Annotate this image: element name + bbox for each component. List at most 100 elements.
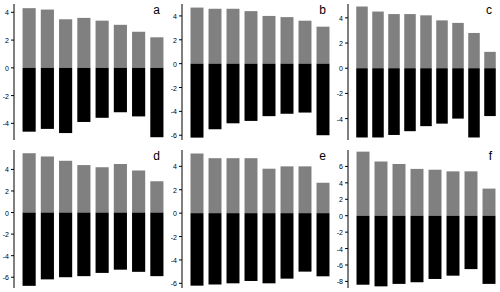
- y-tick-label: -2: [337, 229, 343, 236]
- y-tick: [179, 15, 182, 16]
- y-tick-label: 2: [173, 37, 177, 44]
- bar: [465, 171, 478, 215]
- y-tick: [179, 63, 182, 64]
- y-tick: [179, 39, 182, 40]
- bar: [411, 169, 424, 216]
- bar: [388, 68, 400, 135]
- bar: [96, 167, 109, 212]
- bar: [245, 213, 258, 281]
- bar: [411, 216, 424, 283]
- panel: -4-2024a: [3, 3, 164, 140]
- bar: [77, 18, 90, 68]
- panel-label: e: [319, 149, 326, 163]
- bar: [465, 216, 478, 269]
- bars: [191, 154, 330, 286]
- y-tick: [11, 123, 14, 124]
- y-tick-label: 2: [5, 37, 9, 44]
- bar: [356, 7, 368, 69]
- panel-label: f: [489, 149, 493, 163]
- y-tick: [179, 259, 182, 260]
- bar: [23, 8, 36, 68]
- y-tick: [11, 255, 14, 256]
- bar: [209, 64, 222, 130]
- y-tick-label: -4: [171, 108, 177, 115]
- y-axis: [348, 4, 349, 140]
- bar: [132, 68, 145, 117]
- bar: [263, 16, 276, 64]
- bar: [452, 23, 464, 68]
- bar: [375, 162, 388, 216]
- bar: [23, 153, 36, 212]
- bar: [452, 68, 464, 118]
- y-tick: [345, 232, 348, 233]
- y-tick: [345, 265, 348, 266]
- bar: [404, 68, 416, 131]
- y-tick-label: 0: [339, 213, 343, 220]
- y-tick-label: -4: [3, 253, 9, 260]
- bar: [468, 33, 480, 68]
- bar: [245, 11, 258, 63]
- y-tick: [11, 67, 14, 68]
- y-tick-label: 2: [339, 40, 343, 47]
- bars: [23, 153, 164, 286]
- bar: [357, 216, 370, 285]
- bar: [468, 68, 480, 137]
- bar: [299, 166, 312, 213]
- bar: [436, 20, 448, 68]
- y-tick-label: -2: [337, 90, 343, 97]
- bar: [114, 68, 127, 112]
- panel: -6-4-2024d: [3, 149, 164, 288]
- bar: [209, 9, 222, 64]
- bar: [114, 213, 127, 270]
- bar: [150, 213, 163, 277]
- y-tick: [179, 111, 182, 112]
- y-tick-label: -4: [3, 120, 9, 127]
- bar: [317, 183, 330, 213]
- bar: [447, 216, 460, 276]
- y-axis: [14, 4, 15, 140]
- bar: [191, 8, 204, 64]
- bar: [356, 68, 368, 137]
- y-tick-label: -6: [171, 280, 177, 287]
- bar: [484, 68, 496, 116]
- y-tick: [179, 166, 182, 167]
- bar: [191, 213, 204, 286]
- bar: [281, 64, 294, 114]
- y-tick: [345, 281, 348, 282]
- bar: [59, 68, 72, 133]
- bar: [393, 164, 406, 216]
- y-tick-label: -6: [3, 274, 9, 281]
- bar: [77, 213, 90, 277]
- y-tick-label: 0: [5, 65, 9, 72]
- y-tick-label: -2: [171, 234, 177, 241]
- y-tick-label: -6: [337, 262, 343, 269]
- bar: [96, 213, 109, 273]
- bar: [245, 64, 258, 121]
- bar: [420, 15, 432, 68]
- bar: [388, 14, 400, 68]
- bar: [209, 213, 222, 284]
- bar: [209, 158, 222, 213]
- y-tick: [345, 93, 348, 94]
- bars: [357, 152, 496, 287]
- y-tick: [11, 40, 14, 41]
- bar: [404, 14, 416, 68]
- bar: [483, 189, 496, 216]
- bar: [96, 21, 109, 68]
- bar: [447, 171, 460, 215]
- y-tick-label: 4: [339, 180, 343, 187]
- bar: [227, 64, 240, 124]
- bar: [299, 64, 312, 113]
- bar: [41, 213, 54, 280]
- bar: [281, 213, 294, 278]
- bar: [77, 68, 90, 122]
- y-tick-label: 4: [173, 13, 177, 20]
- bar: [41, 10, 54, 68]
- bar: [77, 165, 90, 212]
- bar: [132, 213, 145, 272]
- bar: [263, 213, 276, 283]
- bars: [356, 7, 496, 138]
- bar: [372, 12, 384, 69]
- y-tick: [11, 95, 14, 96]
- y-tick-label: 0: [173, 210, 177, 217]
